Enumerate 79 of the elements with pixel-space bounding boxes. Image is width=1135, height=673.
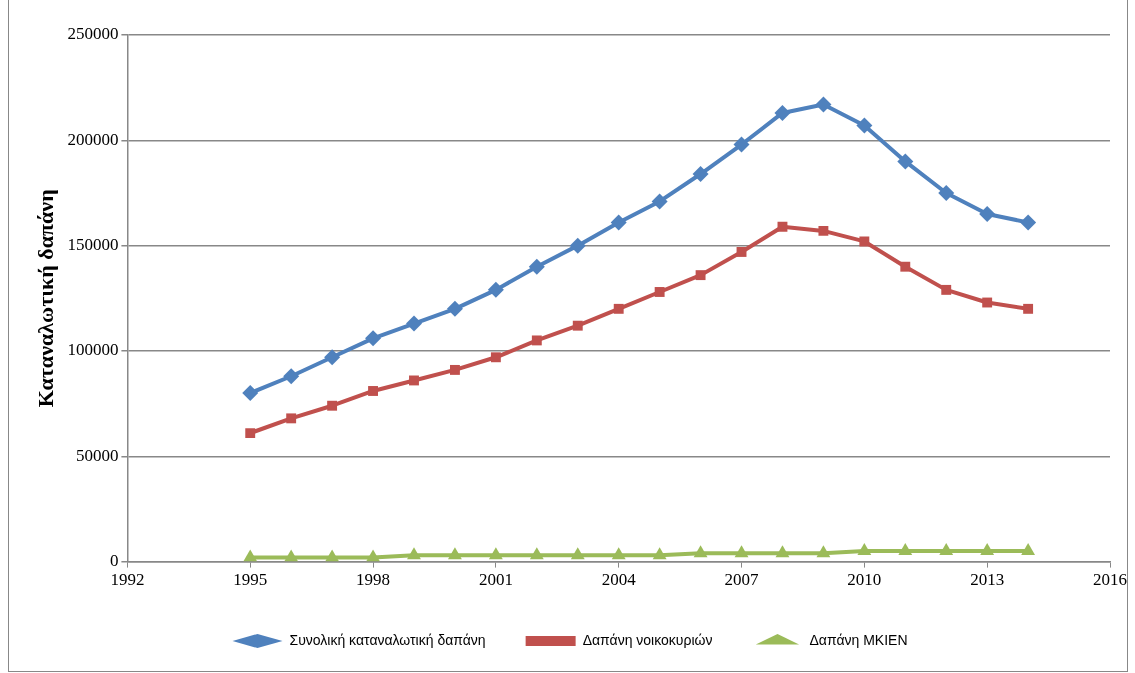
point [939, 543, 954, 556]
point [736, 247, 747, 257]
point [365, 330, 382, 347]
y-tick-label: 200000 [67, 129, 119, 149]
point [775, 545, 790, 558]
point [449, 364, 460, 375]
point [283, 368, 300, 385]
legend-label: Δαπάνη νοικοκυριών [582, 631, 713, 648]
point [979, 206, 996, 223]
x-tick-label: 2013 [970, 570, 1005, 590]
point [572, 320, 583, 331]
x-tick-label: 2007 [724, 570, 760, 590]
point [284, 549, 299, 562]
point [1020, 214, 1037, 231]
point [366, 549, 380, 562]
point [774, 104, 791, 121]
point [982, 297, 993, 308]
point [243, 549, 258, 562]
y-tick-label: 250000 [67, 24, 119, 44]
point [245, 428, 256, 439]
point [733, 136, 750, 153]
y-axis-title: Καταναλωτική δαπάνη [32, 189, 58, 408]
point [531, 335, 542, 346]
y-tick-label: 100000 [67, 340, 119, 360]
point [448, 547, 462, 560]
point [286, 413, 297, 424]
x-tick-label: 1992 [110, 570, 145, 590]
point [651, 193, 668, 210]
point [692, 166, 709, 183]
point [407, 547, 421, 560]
point [777, 221, 788, 232]
y-tick-label: 0 [109, 551, 119, 571]
y-tick-label: 50000 [75, 445, 119, 465]
point [980, 543, 995, 556]
point [242, 385, 259, 402]
x-tick-label: 2016 [1093, 570, 1127, 590]
point [324, 349, 341, 366]
x-tick-label: 1998 [356, 570, 391, 590]
point [327, 400, 338, 411]
point [488, 547, 503, 560]
point [856, 117, 873, 134]
point [529, 547, 544, 560]
x-tick-label: 1995 [233, 570, 268, 590]
point [898, 543, 913, 556]
point [900, 261, 911, 272]
x-tick-label: 2004 [601, 570, 637, 590]
y-tick-label: 150000 [67, 235, 119, 255]
point [409, 375, 419, 386]
point [613, 303, 624, 314]
point [325, 549, 340, 562]
point [569, 237, 586, 254]
point [405, 315, 422, 332]
point [815, 96, 832, 113]
point [816, 545, 831, 558]
point [938, 184, 955, 201]
point [570, 547, 585, 560]
legend-label: Συνολική καταναλωτική δαπάνη [289, 631, 486, 648]
point [652, 547, 667, 560]
point [1021, 543, 1036, 556]
legend-label: Δαπάνη ΜΚΙΕΝ [809, 631, 908, 648]
point [695, 270, 706, 281]
x-tick-label: 2010 [847, 570, 882, 590]
point [1023, 303, 1034, 314]
point [941, 284, 952, 295]
point [368, 386, 378, 396]
point [610, 214, 627, 231]
point [734, 545, 749, 558]
point [654, 287, 665, 297]
point [859, 236, 870, 247]
point [857, 543, 872, 556]
point [528, 258, 545, 275]
point [487, 281, 504, 298]
point [818, 225, 829, 236]
point [693, 545, 708, 558]
x-tick-label: 2001 [478, 570, 513, 590]
point [611, 547, 626, 560]
point [897, 153, 914, 170]
point [490, 352, 501, 363]
point [446, 300, 463, 317]
